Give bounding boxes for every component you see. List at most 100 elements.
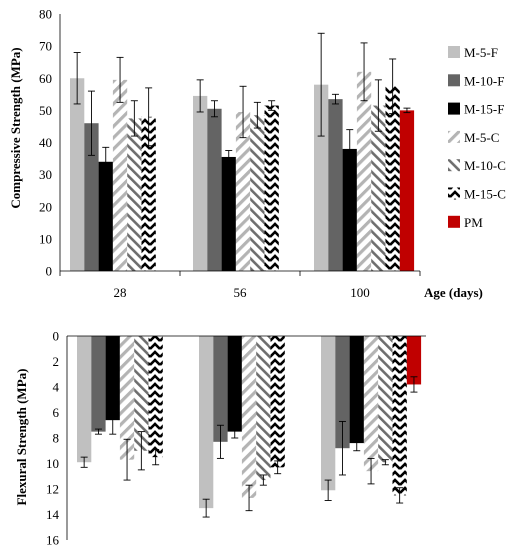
bar-m-15-f <box>227 336 242 432</box>
error-bar <box>317 32 325 137</box>
bar-m-5-c <box>119 336 135 460</box>
error-bar <box>152 449 160 466</box>
legend-item: PM <box>448 215 483 230</box>
bar-m-5-f <box>321 336 336 491</box>
bar-m-15-c <box>270 336 285 468</box>
legend-item: M-5-F <box>448 45 498 60</box>
error-bar <box>346 129 354 169</box>
bar-m-15-c <box>392 336 407 496</box>
bar-m-10-c <box>371 105 386 272</box>
legend-swatch <box>448 215 460 228</box>
y-tick-label: 8 <box>53 431 60 446</box>
bar-m-15-f <box>342 148 357 271</box>
y-tick-label: 50 <box>39 103 52 118</box>
compressive-strength-chart: 0 10 20 30 40 50 60 70 80 28 56 100 Compressive St… <box>8 7 506 301</box>
error-bar <box>196 79 204 113</box>
error-bar <box>94 428 102 435</box>
bar-m-5-c <box>363 336 379 472</box>
legend-label: M-5-F <box>464 45 498 60</box>
y-tick-label: 70 <box>39 39 52 54</box>
bar-m-5-c <box>241 336 257 498</box>
error-bar <box>202 498 210 518</box>
bar-m-5-f <box>193 95 208 271</box>
error-bar <box>225 150 233 164</box>
error-bar <box>353 435 361 452</box>
x-axis-title: Age (days) <box>424 285 483 300</box>
error-bar <box>360 42 368 102</box>
bar-m-15-c <box>148 336 163 458</box>
bar-group <box>77 336 422 509</box>
legend-label: M-10-F <box>464 73 504 88</box>
bar-m-10-c <box>378 336 393 463</box>
bar-m-10-f <box>335 336 350 449</box>
bar-m-15-f <box>98 161 113 271</box>
error-bar-group <box>80 376 418 518</box>
error-bar <box>130 100 138 137</box>
error-bar <box>123 438 131 481</box>
x-tick-labels: 28 56 100 <box>59 271 421 300</box>
error-bar <box>403 107 411 114</box>
bar-m-10-f <box>91 336 106 432</box>
bar-m-15-f <box>105 336 120 421</box>
y-tick-label: 4 <box>53 380 60 395</box>
legend-item: M-10-F <box>448 73 504 88</box>
y-tick-label: 10 <box>39 231 52 246</box>
bar-group <box>70 71 415 272</box>
x-tick-label: 28 <box>114 285 127 300</box>
bar-m-5-c <box>356 71 372 271</box>
flexural-strength-chart: 0 2 4 6 8 10 12 14 16 Flexural Strength (MPa) <box>14 329 426 548</box>
x-tick-label: 56 <box>234 285 248 300</box>
error-bar <box>80 456 88 468</box>
legend-label: M-15-F <box>464 102 504 117</box>
y-tick-label: 6 <box>53 405 60 420</box>
bar-m-5-f <box>199 336 214 509</box>
legend-swatch <box>448 46 460 58</box>
y-tick-label: 60 <box>39 71 52 86</box>
bar-m-5-c <box>235 111 251 271</box>
error-bar <box>410 376 418 393</box>
legend-label: M-15-C <box>464 187 506 202</box>
legend: M-5-F M-10-F M-15-F M-5-C M-10-C M-15-C PM <box>448 45 506 230</box>
bar-m-5-f <box>314 84 329 271</box>
legend-label: M-5-C <box>464 130 499 145</box>
legend-swatch <box>448 130 460 143</box>
error-bar <box>210 100 218 118</box>
error-bar <box>381 459 389 466</box>
bar-m-15-c <box>385 86 400 271</box>
bar-m-10-c <box>256 336 271 481</box>
error-bar-group <box>73 32 411 177</box>
y-tick-label: 14 <box>46 507 60 522</box>
bar-m-10-c <box>250 115 265 271</box>
y-tick-label: 30 <box>39 167 52 182</box>
error-bar <box>253 101 261 129</box>
bar-m-10-c <box>127 118 142 271</box>
legend-swatch <box>448 102 460 115</box>
bar-m-15-c <box>264 105 279 272</box>
error-bar <box>73 52 81 105</box>
bar-pm <box>406 336 422 385</box>
bar-m-10-c <box>134 336 149 451</box>
bar-m-5-f <box>77 336 92 463</box>
error-bar <box>245 484 253 512</box>
error-bar <box>145 87 153 147</box>
y-tick-label: 0 <box>53 329 60 344</box>
error-bar <box>239 85 247 139</box>
error-bar <box>338 420 346 476</box>
bar-m-10-f <box>84 123 99 271</box>
bar-m-10-f <box>328 99 343 271</box>
y-tick-label: 12 <box>46 482 59 497</box>
error-bar <box>268 100 276 111</box>
legend-item: M-5-C <box>448 130 499 145</box>
legend-label: M-10-C <box>464 158 506 173</box>
y-tick-label: 80 <box>39 7 52 22</box>
legend-swatch <box>448 159 460 172</box>
bar-m-10-f <box>207 108 222 271</box>
error-bar <box>216 424 224 459</box>
error-bar <box>396 487 404 504</box>
bar-m-15-f <box>349 336 364 444</box>
bar-m-5-f <box>70 78 85 271</box>
bar-m-15-c <box>141 116 156 271</box>
y-tick-label: 2 <box>53 354 60 369</box>
error-bar <box>231 424 239 439</box>
